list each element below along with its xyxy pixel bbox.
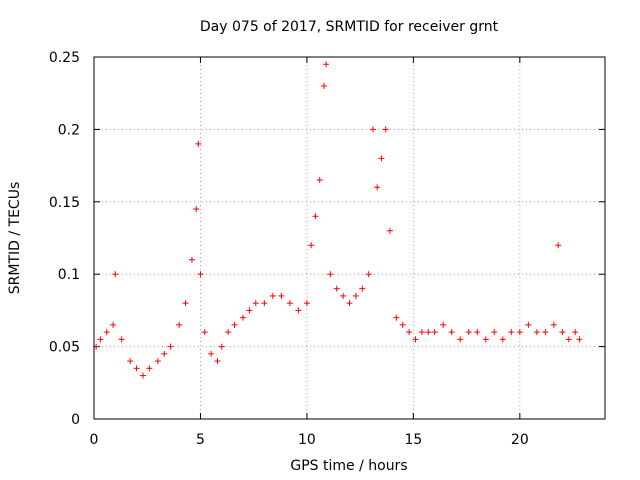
data-point (431, 329, 438, 336)
data-point (182, 300, 189, 307)
data-point (218, 343, 225, 350)
data-point (448, 329, 455, 336)
data-point (340, 292, 347, 299)
data-point (374, 184, 381, 191)
x-tick-label: 0 (90, 432, 99, 448)
data-point (516, 329, 523, 336)
data-point (161, 350, 168, 357)
data-point (425, 329, 432, 336)
data-point (139, 372, 146, 379)
data-point (320, 82, 327, 89)
data-point (197, 271, 204, 278)
grid-lines (94, 57, 605, 419)
data-point (103, 329, 110, 336)
y-tick-label: 0.1 (58, 267, 80, 283)
data-point (316, 177, 323, 184)
data-point (97, 336, 104, 343)
data-point (252, 300, 259, 307)
data-point (231, 321, 238, 328)
data-point (457, 336, 464, 343)
data-point (508, 329, 515, 336)
data-point (225, 329, 232, 336)
data-point (386, 227, 393, 234)
data-point (525, 321, 532, 328)
data-point (201, 329, 208, 336)
data-point (542, 329, 549, 336)
data-point (133, 365, 140, 372)
data-point (246, 307, 253, 314)
data-point (308, 242, 315, 249)
data-point (550, 321, 557, 328)
data-point (269, 292, 276, 299)
data-point (176, 321, 183, 328)
data-point (327, 271, 334, 278)
data-point (559, 329, 566, 336)
data-point (352, 292, 359, 299)
y-axis-label: SRMTID / TECUs (7, 182, 23, 295)
data-point (499, 336, 506, 343)
data-point (482, 336, 489, 343)
data-point (412, 336, 419, 343)
data-point (491, 329, 498, 336)
data-point (312, 213, 319, 220)
data-point (474, 329, 481, 336)
plot-frame (93, 56, 606, 420)
y-tick-label: 0.15 (49, 195, 80, 211)
data-point (346, 300, 353, 307)
data-point (240, 314, 247, 321)
x-tick-label: 5 (196, 432, 205, 448)
data-point (208, 350, 215, 357)
data-point (193, 206, 200, 213)
data-point (572, 329, 579, 336)
data-point (465, 329, 472, 336)
data-point (286, 300, 293, 307)
data-point (188, 256, 195, 263)
data-point (533, 329, 540, 336)
data-point (399, 321, 406, 328)
data-point (406, 329, 413, 336)
data-point (112, 271, 119, 278)
x-tick-label: 20 (511, 432, 529, 448)
chart-title: Day 075 of 2017, SRMTID for receiver grn… (200, 19, 499, 35)
data-point (333, 285, 340, 292)
data-point (555, 242, 562, 249)
data-point (295, 307, 302, 314)
data-point (195, 140, 202, 147)
data-point (261, 300, 268, 307)
data-point (110, 321, 117, 328)
data-point (167, 343, 174, 350)
data-point (303, 300, 310, 307)
data-point (440, 321, 447, 328)
data-point (214, 358, 221, 365)
data-point (127, 358, 134, 365)
data-point (118, 336, 125, 343)
data-point (365, 271, 372, 278)
x-tick-label: 15 (404, 432, 422, 448)
x-tick-label: 10 (298, 432, 316, 448)
data-point (576, 336, 583, 343)
y-tick-label: 0.05 (49, 340, 80, 356)
y-tick-label: 0.2 (58, 122, 80, 138)
data-point (146, 365, 153, 372)
data-point (393, 314, 400, 321)
data-point (359, 285, 366, 292)
data-point (565, 336, 572, 343)
data-point (278, 292, 285, 299)
y-tick-label: 0.25 (49, 50, 80, 66)
data-point (418, 329, 425, 336)
data-point (154, 358, 161, 365)
axes: 0 5 10 15 20 0 0.05 0.1 0.15 0.2 0.25 (49, 50, 605, 448)
data-point (378, 155, 385, 162)
data-points (93, 61, 583, 379)
data-point (369, 126, 376, 133)
x-axis-label: GPS time / hours (290, 458, 407, 474)
y-tick-label: 0 (71, 412, 80, 428)
data-point (323, 61, 330, 68)
data-point (382, 126, 389, 133)
